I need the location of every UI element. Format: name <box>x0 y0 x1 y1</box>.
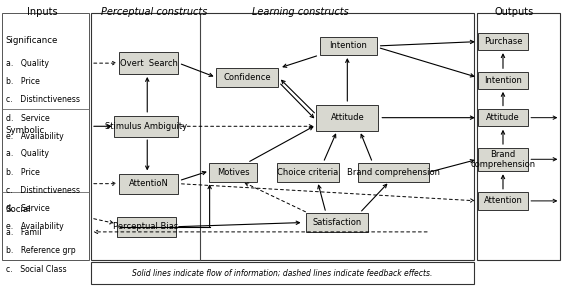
Text: Perceptual constructs: Perceptual constructs <box>101 7 208 17</box>
Text: Social: Social <box>6 205 31 214</box>
Text: Attitude: Attitude <box>330 113 364 122</box>
FancyBboxPatch shape <box>359 163 428 181</box>
FancyBboxPatch shape <box>120 174 179 194</box>
Text: Purchase: Purchase <box>484 37 522 46</box>
Text: Solid lines indicate flow of information; dashed lines indicate feedback effects: Solid lines indicate flow of information… <box>133 268 433 277</box>
Text: Symbolic: Symbolic <box>6 126 45 135</box>
Text: a.   Quality: a. Quality <box>6 59 49 68</box>
Text: AttentioN: AttentioN <box>129 179 169 188</box>
Text: d.   Service: d. Service <box>6 114 49 123</box>
FancyBboxPatch shape <box>114 115 179 137</box>
Text: Attitude: Attitude <box>486 113 520 122</box>
FancyBboxPatch shape <box>91 262 474 284</box>
Text: Stimulus Ambiguity: Stimulus Ambiguity <box>105 122 187 131</box>
FancyBboxPatch shape <box>478 148 528 171</box>
Text: Intention: Intention <box>484 76 522 85</box>
Text: Motives: Motives <box>217 168 250 177</box>
Text: Satisfaction: Satisfaction <box>312 218 362 227</box>
Text: Confidence: Confidence <box>224 73 271 82</box>
Text: Outputs: Outputs <box>495 7 534 17</box>
Text: Brand
comprehension: Brand comprehension <box>470 150 536 169</box>
Text: e.   Availability: e. Availability <box>6 222 64 231</box>
Text: c.   Distinctiveness: c. Distinctiveness <box>6 186 80 195</box>
Text: b.   Price: b. Price <box>6 168 39 177</box>
Text: c.   Social Class: c. Social Class <box>6 265 66 274</box>
FancyBboxPatch shape <box>91 13 474 260</box>
FancyBboxPatch shape <box>306 213 368 232</box>
Text: Choice criteria: Choice criteria <box>278 168 338 177</box>
Text: a.   Quality: a. Quality <box>6 149 49 158</box>
FancyBboxPatch shape <box>478 72 528 89</box>
FancyBboxPatch shape <box>478 192 528 210</box>
FancyBboxPatch shape <box>316 105 378 131</box>
Text: Significance: Significance <box>6 36 58 45</box>
Text: Learning constructs: Learning constructs <box>252 7 349 17</box>
FancyBboxPatch shape <box>120 52 179 74</box>
FancyBboxPatch shape <box>117 217 175 237</box>
Text: Overt  Search: Overt Search <box>120 59 178 68</box>
Text: b.   Reference grp: b. Reference grp <box>6 247 75 255</box>
Text: Attention: Attention <box>483 196 523 205</box>
FancyBboxPatch shape <box>320 36 377 55</box>
Text: Inputs: Inputs <box>27 7 57 17</box>
FancyBboxPatch shape <box>2 13 89 260</box>
FancyBboxPatch shape <box>216 68 278 87</box>
FancyBboxPatch shape <box>478 109 528 126</box>
Text: Brand comprehension: Brand comprehension <box>347 168 440 177</box>
Text: e.   Availability: e. Availability <box>6 132 64 141</box>
Text: d.   Service: d. Service <box>6 204 49 213</box>
Text: Perceptual Bias: Perceptual Bias <box>114 222 179 231</box>
Text: b.   Price: b. Price <box>6 77 39 86</box>
FancyBboxPatch shape <box>478 33 528 50</box>
Text: c.   Distinctiveness: c. Distinctiveness <box>6 95 80 104</box>
FancyBboxPatch shape <box>277 163 339 181</box>
FancyBboxPatch shape <box>477 13 560 260</box>
Text: Intention: Intention <box>329 41 368 51</box>
FancyBboxPatch shape <box>209 163 257 181</box>
Text: a.   Famil: a. Famil <box>6 228 41 237</box>
